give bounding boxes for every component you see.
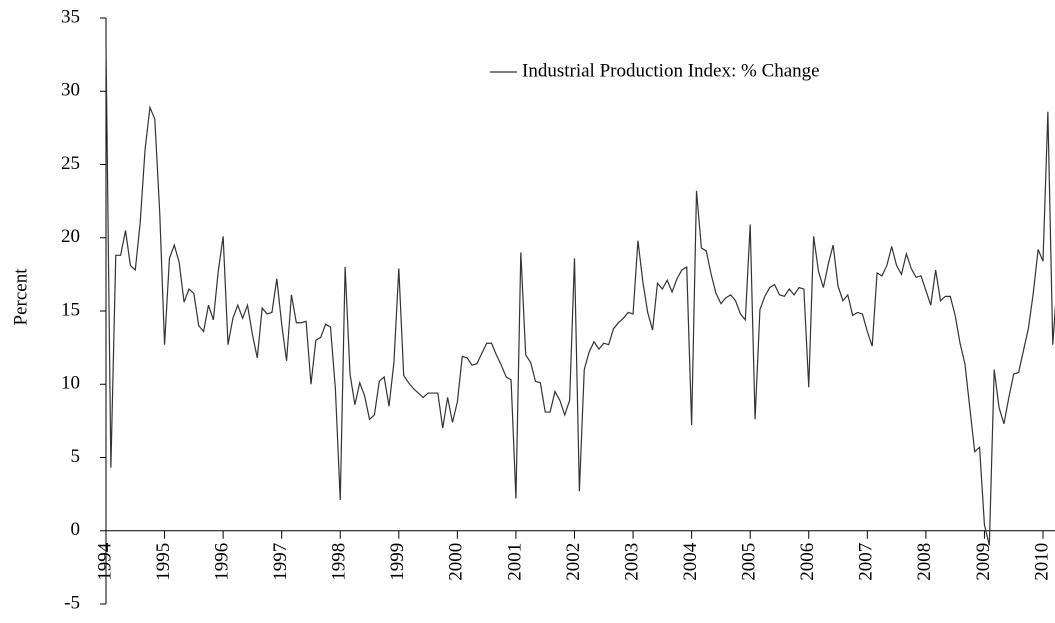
- y-tick-label: 5: [71, 446, 81, 467]
- x-tick-label: 2000: [446, 543, 467, 581]
- x-tick-label: 2007: [856, 543, 877, 581]
- y-tick-label: 20: [61, 226, 80, 247]
- y-axis-label: Percent: [10, 268, 31, 326]
- y-tick-label: 15: [61, 299, 80, 320]
- x-tick-label: 2009: [973, 543, 994, 581]
- x-tick-label: 2003: [621, 543, 642, 581]
- x-tick-label: 1997: [270, 543, 291, 581]
- y-tick-label: -5: [64, 592, 80, 613]
- x-tick-label: 2006: [797, 543, 818, 581]
- series-line: [105, 44, 1055, 546]
- x-tick-label: 2008: [914, 543, 935, 581]
- x-tick-label: 2005: [739, 543, 760, 581]
- x-tick-label: 1994: [94, 542, 115, 581]
- x-tick-label: 2001: [504, 543, 525, 581]
- x-tick-label: 1999: [387, 543, 408, 581]
- x-tick-label: 2010: [1031, 543, 1052, 581]
- legend-label: Industrial Production Index: % Change: [522, 60, 820, 81]
- x-tick-label: 1996: [211, 543, 232, 581]
- x-tick-label: 1995: [153, 543, 174, 581]
- x-tick-label: 2002: [563, 543, 584, 581]
- y-tick-label: 10: [61, 373, 80, 394]
- y-tick-label: 25: [61, 153, 80, 174]
- x-tick-label: 2004: [680, 542, 701, 581]
- y-tick-label: 35: [61, 6, 80, 27]
- y-tick-label: 30: [61, 80, 80, 101]
- y-tick-label: 0: [71, 519, 81, 540]
- x-tick-label: 1998: [329, 543, 350, 581]
